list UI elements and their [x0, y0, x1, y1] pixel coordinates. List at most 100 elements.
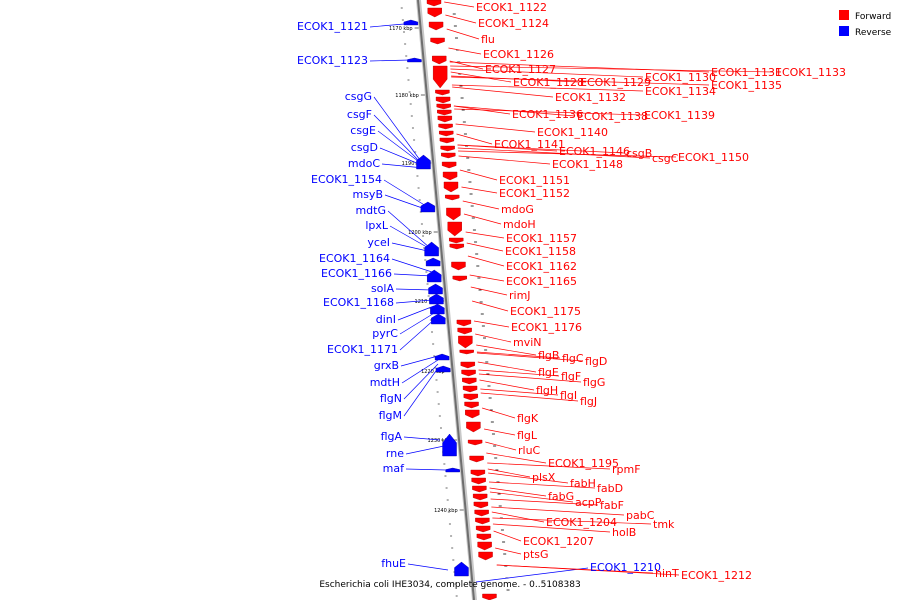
- forward-gene-label[interactable]: ECOK1_1157: [506, 232, 577, 245]
- forward-label-connector: [464, 214, 501, 224]
- reverse-gene-label[interactable]: flgA: [381, 430, 403, 443]
- reverse-gene-label[interactable]: pyrC: [372, 327, 398, 340]
- forward-gene-label[interactable]: flgF: [561, 370, 581, 383]
- forward-gene-label[interactable]: rimJ: [509, 289, 531, 302]
- reverse-label-connector: [370, 60, 410, 61]
- forward-gene-label[interactable]: ECOK1_1126: [483, 48, 554, 61]
- forward-gene-label[interactable]: ECOK1_1162: [506, 260, 577, 273]
- forward-gene-label[interactable]: ECOK1_1207: [523, 535, 594, 548]
- forward-gene-label[interactable]: ECOK1_1128: [513, 76, 584, 89]
- forward-gene-label[interactable]: ECOK1_1212: [681, 569, 752, 582]
- reverse-gene-label[interactable]: csgD: [351, 141, 378, 154]
- reverse-gene-label[interactable]: ECOK1_1168: [323, 296, 394, 309]
- forward-gene-label[interactable]: ECOK1_1176: [511, 321, 582, 334]
- forward-gene-label[interactable]: ECOK1_1130: [645, 71, 716, 84]
- forward-gene-glyph: [476, 526, 490, 532]
- forward-gene-label[interactable]: flgI: [560, 389, 577, 402]
- forward-gene-label[interactable]: ECOK1_1134: [645, 85, 716, 98]
- forward-gene-glyph: [437, 104, 451, 109]
- reverse-gene-label[interactable]: ECOK1_1121: [297, 20, 368, 33]
- reverse-gene-label[interactable]: ECOK1_1123: [297, 54, 368, 67]
- reverse-gene-label[interactable]: yceI: [367, 236, 390, 249]
- reverse-gene-label[interactable]: mdoC: [348, 157, 380, 170]
- forward-gene-label[interactable]: fabG: [548, 490, 574, 503]
- reverse-gene-label[interactable]: solA: [371, 282, 395, 295]
- forward-gene-label[interactable]: ECOK1_1152: [499, 187, 570, 200]
- forward-gene-label[interactable]: ECOK1_1195: [548, 457, 619, 470]
- forward-gene-label[interactable]: flgL: [517, 429, 538, 442]
- forward-gene-label[interactable]: fabF: [600, 499, 624, 512]
- forward-gene-label[interactable]: ECOK1_1135: [711, 79, 782, 92]
- forward-gene-label[interactable]: flu: [481, 33, 495, 46]
- forward-gene-label[interactable]: fabH: [570, 477, 596, 490]
- forward-gene-label[interactable]: ECOK1_1165: [506, 275, 577, 288]
- forward-gene-label[interactable]: pabC: [626, 509, 655, 522]
- forward-gene-label[interactable]: flgJ: [580, 395, 597, 408]
- forward-gene-label[interactable]: ECOK1_1122: [476, 1, 547, 14]
- forward-gene-label[interactable]: ECOK1_1139: [644, 109, 715, 122]
- forward-gene-label[interactable]: ECOK1_1131: [711, 66, 782, 79]
- forward-gene-glyph: [446, 208, 460, 220]
- forward-gene-label[interactable]: flgK: [517, 412, 539, 425]
- forward-gene-label[interactable]: flgG: [583, 376, 605, 389]
- forward-gene-glyph: [448, 222, 462, 236]
- reverse-label-connector: [396, 289, 432, 290]
- forward-gene-label[interactable]: plsX: [532, 471, 556, 484]
- forward-gene-label[interactable]: ECOK1_1138: [577, 110, 648, 123]
- reverse-gene-label[interactable]: lpxL: [365, 219, 389, 232]
- forward-gene-label[interactable]: rpmF: [612, 463, 641, 476]
- reverse-gene-label[interactable]: ECOK1_1171: [327, 343, 398, 356]
- forward-gene-label[interactable]: ECOK1_1133: [775, 66, 846, 79]
- reverse-gene-label[interactable]: flgM: [379, 409, 402, 422]
- forward-gene-label[interactable]: ECOK1_1148: [552, 158, 623, 171]
- reverse-gene-label[interactable]: dinI: [376, 313, 396, 326]
- reverse-gene-label[interactable]: csgG: [345, 90, 372, 103]
- forward-gene-label[interactable]: ECOK1_1175: [510, 305, 581, 318]
- forward-gene-label[interactable]: holB: [612, 526, 636, 539]
- reverse-gene-label[interactable]: fhuE: [381, 557, 406, 570]
- reverse-gene-label[interactable]: csgE: [350, 124, 376, 137]
- forward-gene-label[interactable]: ECOK1_1151: [499, 174, 570, 187]
- forward-gene-label[interactable]: flgB: [538, 349, 559, 362]
- forward-gene-label[interactable]: mdoH: [503, 218, 536, 231]
- forward-gene-label[interactable]: flgH: [536, 384, 558, 397]
- forward-gene-label[interactable]: ECOK1_1141: [494, 138, 565, 151]
- forward-gene-label[interactable]: ECOK1_1127: [485, 63, 556, 76]
- forward-gene-label[interactable]: flgE: [538, 366, 559, 379]
- reverse-gene-label[interactable]: mdtH: [370, 376, 400, 389]
- reverse-label-connector: [408, 564, 448, 570]
- forward-gene-label[interactable]: tmk: [653, 518, 675, 531]
- reverse-gene-label[interactable]: csgF: [347, 108, 372, 121]
- reverse-gene-label[interactable]: ECOK1_1210: [590, 561, 661, 574]
- forward-gene-label[interactable]: ECOK1_1124: [478, 17, 549, 30]
- reverse-gene-label[interactable]: flgN: [380, 392, 402, 405]
- forward-gene-label[interactable]: ECOK1_1132: [555, 91, 626, 104]
- reverse-gene-label[interactable]: ECOK1_1166: [321, 267, 392, 280]
- forward-gene-label[interactable]: ECOK1_1136: [512, 108, 583, 121]
- forward-gene-label[interactable]: ECOK1_1146: [559, 145, 630, 158]
- forward-gene-label[interactable]: flgC: [562, 352, 584, 365]
- forward-gene-label[interactable]: ECOK1_1129: [580, 76, 651, 89]
- forward-gene-label[interactable]: acpP: [575, 496, 602, 509]
- forward-gene-label[interactable]: ECOK1_1204: [546, 516, 617, 529]
- reverse-gene-label[interactable]: mdtG: [355, 204, 386, 217]
- forward-label-connector: [447, 29, 479, 39]
- forward-gene-label[interactable]: csgC: [652, 152, 679, 165]
- forward-gene-glyph: [443, 172, 457, 180]
- forward-gene-label[interactable]: flgD: [585, 355, 607, 368]
- reverse-gene-label[interactable]: ECOK1_1164: [319, 252, 390, 265]
- forward-gene-label[interactable]: ECOK1_1150: [678, 151, 749, 164]
- forward-gene-label[interactable]: rluC: [518, 444, 541, 457]
- reverse-gene-label[interactable]: rne: [386, 447, 404, 460]
- forward-gene-label[interactable]: mdoG: [501, 203, 534, 216]
- reverse-gene-label[interactable]: grxB: [374, 359, 399, 372]
- forward-gene-label[interactable]: mviN: [513, 336, 542, 349]
- forward-gene-label[interactable]: ECOK1_1158: [505, 245, 576, 258]
- reverse-gene-label[interactable]: ECOK1_1154: [311, 173, 382, 186]
- forward-gene-label[interactable]: fabD: [597, 482, 623, 495]
- forward-gene-label[interactable]: ptsG: [523, 548, 549, 561]
- reverse-gene-label[interactable]: maf: [383, 462, 405, 475]
- forward-gene-label[interactable]: hinT: [655, 567, 679, 580]
- reverse-gene-label[interactable]: msyB: [352, 188, 383, 201]
- forward-gene-label[interactable]: csgB: [626, 147, 652, 160]
